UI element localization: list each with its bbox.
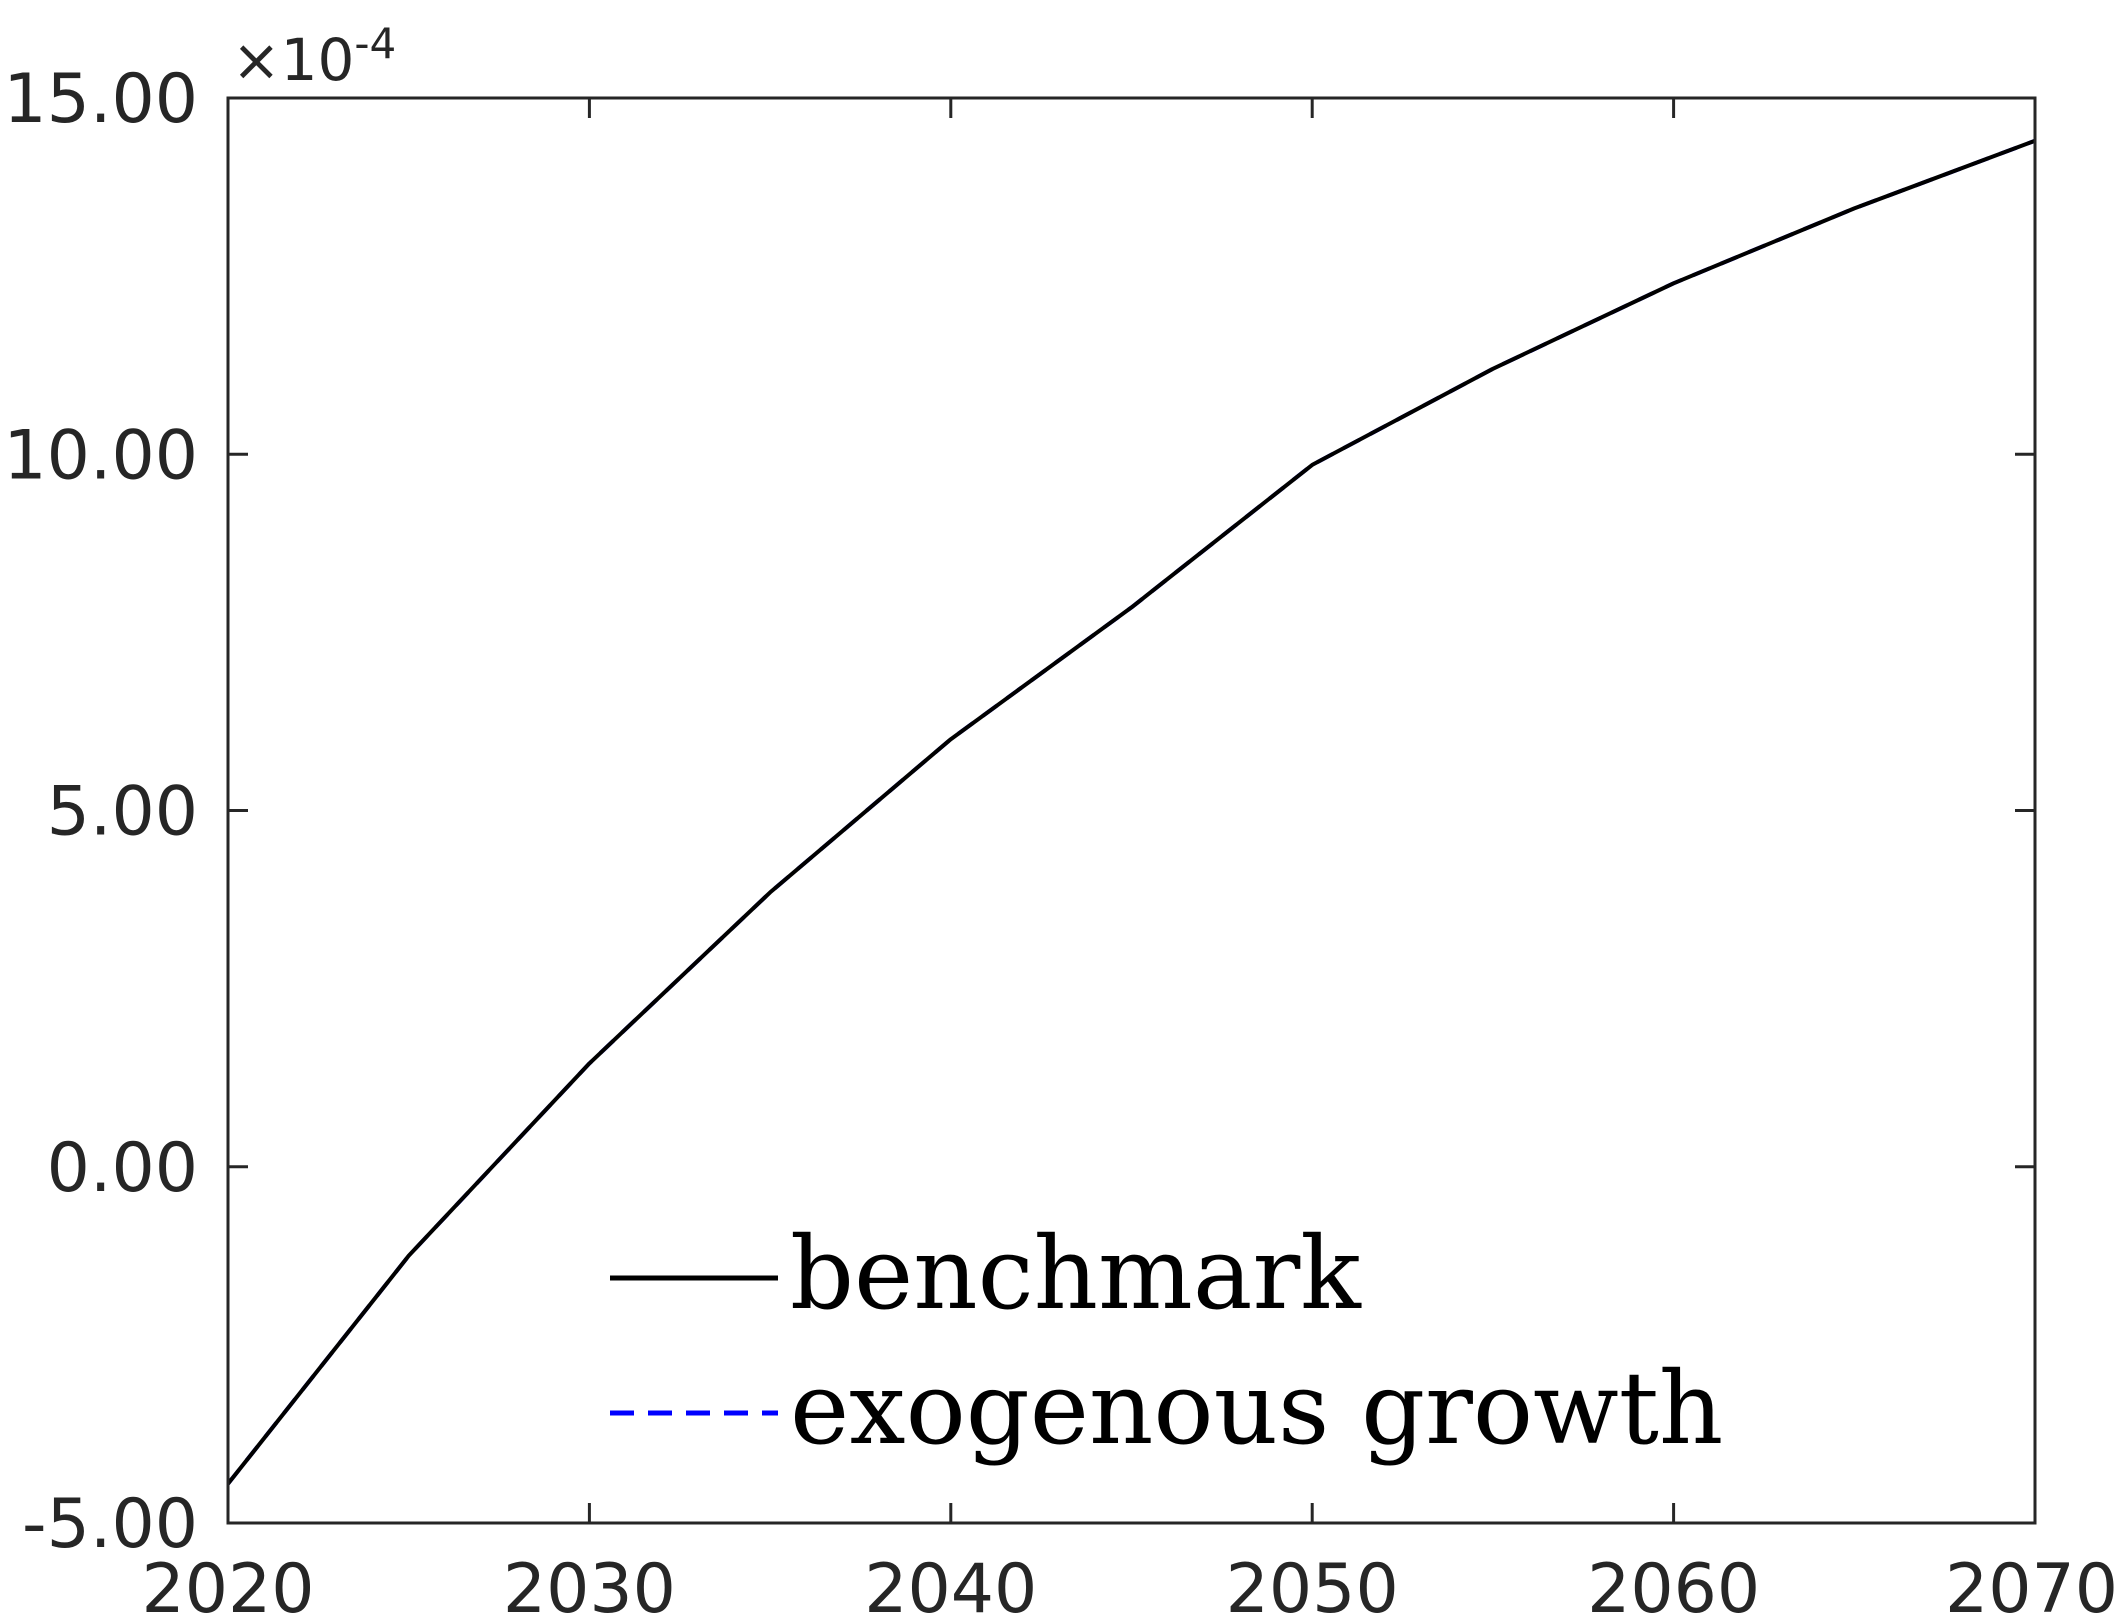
exponent-base: ×10 (232, 26, 354, 94)
legend-label: benchmark (790, 1215, 1362, 1332)
y-axis-tick-labels: -5.00 0.00 5.00 10.00 15.00 (3, 60, 198, 1564)
y-tick-label: 0.00 (47, 1129, 198, 1208)
series-line-benchmark (226, 138, 2036, 1486)
x-tick-label: 2020 (141, 1550, 314, 1622)
x-tick-label: 2040 (864, 1550, 1037, 1622)
x-tick-label: 2050 (1226, 1550, 1399, 1622)
y-tick-label: 15.00 (3, 60, 198, 139)
y-axis-exponent-label: ×10-4 (232, 19, 396, 94)
y-tick-label: 5.00 (47, 773, 198, 852)
x-tick-label: 2060 (1587, 1550, 1760, 1622)
series-layer (226, 138, 2036, 1486)
x-tick-label: 2030 (503, 1550, 676, 1622)
exponent-power: -4 (354, 19, 396, 68)
y-tick-label: 10.00 (3, 416, 198, 495)
y-tick-label: -5.00 (22, 1485, 198, 1564)
x-axis-tick-labels: 2020 2030 2040 2050 2060 2070 (141, 1550, 2118, 1622)
axis-ticks (226, 96, 2037, 1525)
legend-label: exogenous growth (790, 1350, 1723, 1467)
x-tick-label: 2070 (1945, 1550, 2118, 1622)
legend: benchmark exogenous growth (610, 1215, 1723, 1467)
